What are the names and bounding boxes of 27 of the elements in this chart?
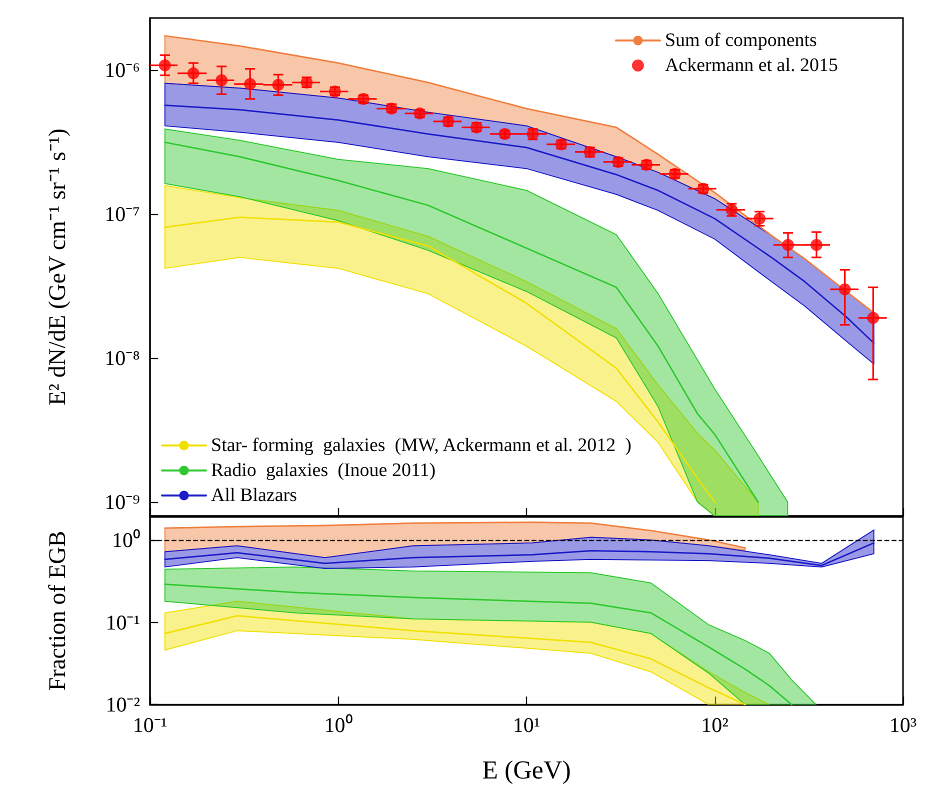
legend-label: Star- forming galaxies (MW, Ackermann et al. 2012 ) — [211, 435, 632, 456]
point — [158, 59, 171, 72]
y-tick-label: 10⁻⁸ — [104, 346, 140, 370]
x-tick-label: 10¹ — [512, 713, 540, 738]
legend-label: All Blazars — [211, 485, 298, 506]
x-tick-label: 10⁰ — [324, 713, 352, 738]
y-axis-title: E² dN/dE (GeV cm⁻¹ sr⁻¹ s⁻¹) — [45, 128, 71, 406]
y-tick-label: 10⁻⁹ — [104, 490, 140, 514]
x-tick-label: 10³ — [889, 713, 917, 738]
legend-label: Sum of components — [664, 30, 817, 51]
point — [187, 67, 200, 80]
y-axis-title: Fraction of EGB — [45, 530, 71, 691]
legend-label: Radio galaxies (Inoue 2011) — [211, 460, 436, 481]
point — [244, 78, 256, 90]
legend-label: Ackermann et al. 2015 — [664, 55, 838, 76]
point — [216, 74, 228, 86]
y-tick-label: 10⁻⁶ — [104, 58, 140, 82]
y-tick-label: 10⁻⁷ — [104, 202, 140, 226]
x-tick-label: 10² — [701, 713, 728, 738]
point — [272, 78, 284, 91]
point — [810, 238, 822, 251]
y-tick-label: 10⁻¹ — [106, 610, 140, 634]
point — [838, 283, 851, 296]
y-tick-label: 10⁰ — [112, 528, 140, 552]
point — [782, 238, 794, 251]
x-axis-title: E (GeV) — [482, 756, 571, 784]
point — [867, 312, 880, 324]
